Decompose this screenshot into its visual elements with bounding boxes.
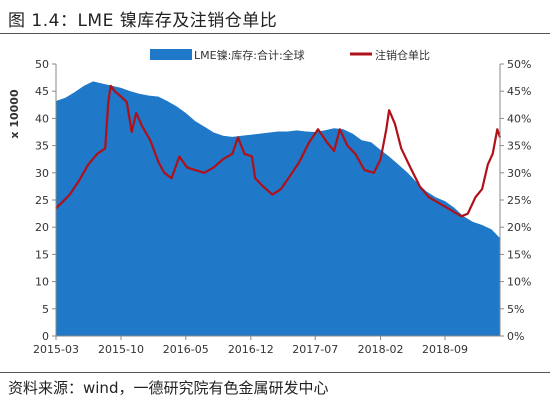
- y-right-tick-label: 25%: [507, 194, 531, 207]
- y-left-tick-label: 30: [35, 167, 49, 180]
- source-rule: [0, 372, 550, 373]
- y-left-tick-label: 0: [42, 330, 49, 343]
- x-tick-label: 2016-12: [228, 343, 274, 356]
- x-tick-label: 2017-07: [292, 343, 338, 356]
- y-right-tick-label: 15%: [507, 248, 531, 261]
- stock-area-series: [56, 81, 500, 337]
- y-right-tick-label: 30%: [507, 167, 531, 180]
- x-tick-label: 2015-10: [98, 343, 144, 356]
- y-left-tick-label: 20: [35, 221, 49, 234]
- y-right-tick-label: 35%: [507, 140, 531, 153]
- y-right-tick-label: 40%: [507, 112, 531, 125]
- y-unit-label: x 10000: [8, 89, 21, 139]
- y-right-tick-label: 0%: [507, 330, 524, 343]
- x-tick-label: 2018-02: [358, 343, 404, 356]
- legend-swatch-stock: [150, 49, 192, 60]
- y-right-tick-label: 5%: [507, 303, 524, 316]
- y-left-tick-label: 50: [35, 58, 49, 71]
- y-right-tick-label: 45%: [507, 85, 531, 98]
- y-right-tick-label: 10%: [507, 276, 531, 289]
- legend-label-ratio: 注销仓单比: [375, 48, 430, 62]
- figure-title: 图 1.4：LME 镍库存及注销仓单比: [8, 11, 278, 31]
- y-left-tick-label: 10: [35, 276, 49, 289]
- y-left-tick-label: 45: [35, 85, 49, 98]
- x-tick-label: 2015-03: [33, 343, 79, 356]
- y-right-tick-label: 50%: [507, 58, 531, 71]
- stock-ratio-chart: 0 5 10 15 20 25 30 35 40 45 50 0% 5% 10% 15% 20% 25% 30% 3…: [8, 48, 531, 356]
- ratio-line-layer: [55, 84, 502, 218]
- x-tick-label: 2018-09: [422, 343, 468, 356]
- y-left-tick-label: 15: [35, 248, 49, 261]
- axes-layer: 0 5 10 15 20 25 30 35 40 45 50 0% 5% 10% 15% 20% 25% 30% 3…: [8, 58, 531, 356]
- y-left-tick-label: 5: [42, 303, 49, 316]
- x-tick-label: 2016-05: [163, 343, 209, 356]
- legend: LME镍:库存:合计:全球 注销仓单比: [150, 48, 430, 62]
- y-right-tick-label: 20%: [507, 221, 531, 234]
- legend-label-stock: LME镍:库存:合计:全球: [194, 48, 305, 62]
- ratio-line-series: [55, 84, 502, 218]
- stock-area-layer: [56, 81, 500, 337]
- y-left-tick-label: 35: [35, 140, 49, 153]
- source-note: 资料来源：wind，一德研究院有色金属研发中心: [8, 379, 329, 397]
- y-left-tick-label: 40: [35, 112, 49, 125]
- title-rule: [0, 33, 550, 34]
- y-left-tick-label: 25: [35, 194, 49, 207]
